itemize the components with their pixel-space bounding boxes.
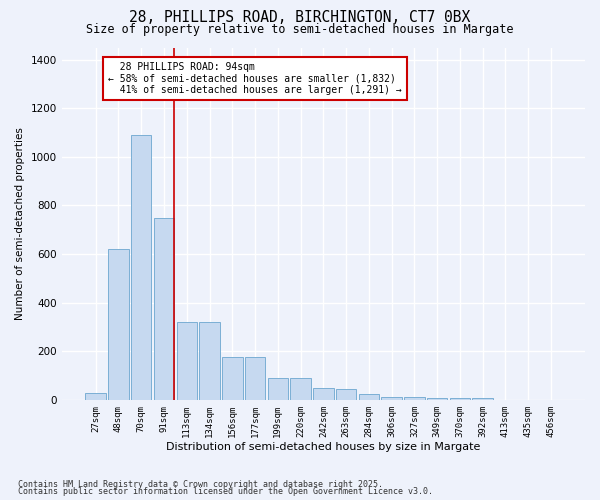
Bar: [382, 396, 402, 400]
Y-axis label: Number of semi-detached properties: Number of semi-detached properties: [15, 127, 25, 320]
Bar: [176, 322, 197, 400]
Text: 28 PHILLIPS ROAD: 94sqm
← 58% of semi-detached houses are smaller (1,832)
  41% : 28 PHILLIPS ROAD: 94sqm ← 58% of semi-de…: [108, 62, 402, 96]
Bar: [268, 378, 288, 400]
Bar: [154, 218, 174, 400]
Bar: [427, 398, 448, 400]
Bar: [449, 398, 470, 400]
Bar: [313, 388, 334, 400]
Bar: [85, 393, 106, 400]
Text: Contains public sector information licensed under the Open Government Licence v3: Contains public sector information licen…: [18, 487, 433, 496]
X-axis label: Distribution of semi-detached houses by size in Margate: Distribution of semi-detached houses by …: [166, 442, 481, 452]
Bar: [336, 389, 356, 400]
Text: Contains HM Land Registry data © Crown copyright and database right 2025.: Contains HM Land Registry data © Crown c…: [18, 480, 383, 489]
Bar: [131, 135, 151, 400]
Bar: [199, 322, 220, 400]
Text: 28, PHILLIPS ROAD, BIRCHINGTON, CT7 0BX: 28, PHILLIPS ROAD, BIRCHINGTON, CT7 0BX: [130, 10, 470, 25]
Bar: [290, 378, 311, 400]
Bar: [245, 358, 265, 400]
Bar: [472, 398, 493, 400]
Text: Size of property relative to semi-detached houses in Margate: Size of property relative to semi-detach…: [86, 22, 514, 36]
Bar: [222, 358, 242, 400]
Bar: [359, 394, 379, 400]
Bar: [108, 249, 129, 400]
Bar: [404, 397, 425, 400]
